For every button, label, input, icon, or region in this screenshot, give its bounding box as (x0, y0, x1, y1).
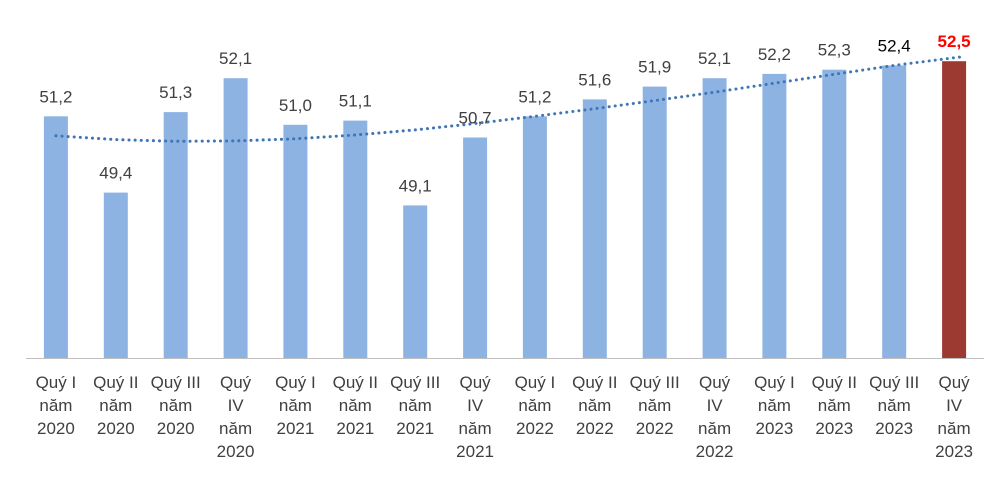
trendline-group (54, 55, 966, 143)
data-label-8: 50,7 (459, 109, 492, 128)
data-label-7: 49,1 (399, 176, 432, 195)
category-label-15: Quý III năm 2023 (869, 373, 919, 438)
data-label-16: 52,5 (938, 32, 971, 51)
bar-13 (762, 73, 787, 359)
category-label-3: Quý III năm 2020 (151, 373, 201, 438)
bar-9 (522, 116, 547, 358)
bar-14 (822, 69, 847, 358)
bar-2 (103, 192, 128, 358)
category-label-10: Quý II năm 2022 (572, 373, 617, 438)
bar-7 (403, 205, 428, 358)
data-label-1: 51,2 (39, 87, 72, 106)
category-label-14: Quý II năm 2023 (812, 373, 857, 438)
data-label-2: 49,4 (99, 164, 132, 183)
bar-5 (283, 124, 308, 358)
data-labels-group: 51,2 49,4 51,3 52,1 51,0 51,1 49,1 50,7 51,2 51,6… (39, 32, 970, 195)
bars-group (43, 61, 967, 359)
category-label-11: Quý III năm 2022 (630, 373, 680, 438)
category-label-8: Quý IV năm 2021 (456, 373, 494, 461)
category-label-7: Quý III năm 2021 (390, 373, 440, 438)
bar-12 (702, 78, 727, 358)
data-label-15: 52,4 (878, 36, 911, 55)
category-label-16: Quý IV năm 2023 (935, 373, 973, 461)
bar-4 (223, 78, 248, 358)
data-label-12: 52,1 (698, 49, 731, 68)
category-label-12: Quý IV năm 2022 (696, 373, 734, 461)
trendline (54, 55, 966, 143)
data-label-9: 51,2 (518, 87, 551, 106)
data-label-10: 51,6 (578, 70, 611, 89)
data-label-3: 51,3 (159, 83, 192, 102)
data-label-13: 52,2 (758, 45, 791, 64)
data-label-5: 51,0 (279, 96, 312, 115)
bar-3 (163, 112, 188, 358)
bar-15 (882, 65, 907, 359)
bar-1 (43, 116, 68, 358)
category-label-2: Quý II năm 2020 (93, 373, 138, 438)
bar-11 (642, 86, 667, 358)
bar-6 (343, 120, 368, 358)
data-label-14: 52,3 (818, 41, 851, 60)
data-label-6: 51,1 (339, 92, 372, 111)
data-label-11: 51,9 (638, 58, 671, 77)
bar-16 (942, 61, 967, 358)
bar-10 (582, 99, 607, 359)
bar-8 (463, 137, 488, 358)
category-label-6: Quý II năm 2021 (333, 373, 378, 438)
data-label-4: 52,1 (219, 49, 252, 68)
category-label-4: Quý IV năm 2020 (217, 373, 255, 461)
